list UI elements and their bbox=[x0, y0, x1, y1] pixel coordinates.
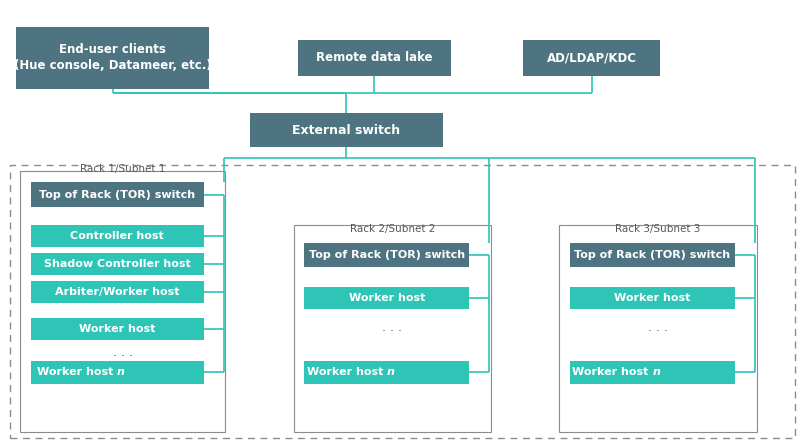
Text: Arbiter/Worker host: Arbiter/Worker host bbox=[55, 287, 180, 297]
Text: · · ·: · · · bbox=[382, 325, 402, 338]
FancyBboxPatch shape bbox=[570, 243, 735, 267]
Text: End-user clients
(Hue console, Datameer, etc.): End-user clients (Hue console, Datameer,… bbox=[14, 43, 212, 73]
FancyBboxPatch shape bbox=[31, 253, 204, 275]
FancyBboxPatch shape bbox=[570, 361, 735, 384]
FancyBboxPatch shape bbox=[31, 182, 204, 207]
Text: Controller host: Controller host bbox=[70, 231, 164, 241]
FancyBboxPatch shape bbox=[523, 40, 660, 76]
Text: External switch: External switch bbox=[292, 124, 400, 137]
Text: Worker host: Worker host bbox=[307, 368, 387, 377]
FancyBboxPatch shape bbox=[31, 361, 204, 384]
Text: Rack 3/Subnet 3: Rack 3/Subnet 3 bbox=[615, 224, 701, 234]
FancyBboxPatch shape bbox=[31, 318, 204, 340]
Text: Worker host: Worker host bbox=[349, 293, 425, 303]
Text: Worker host: Worker host bbox=[37, 368, 118, 377]
Text: Worker host: Worker host bbox=[572, 368, 652, 377]
FancyBboxPatch shape bbox=[304, 243, 469, 267]
Text: n: n bbox=[118, 368, 125, 377]
Text: Worker host: Worker host bbox=[79, 324, 155, 334]
FancyBboxPatch shape bbox=[304, 361, 469, 384]
Text: Shadow Controller host: Shadow Controller host bbox=[43, 259, 191, 269]
Text: · · ·: · · · bbox=[648, 325, 668, 338]
FancyBboxPatch shape bbox=[250, 113, 443, 147]
FancyBboxPatch shape bbox=[31, 225, 204, 247]
FancyBboxPatch shape bbox=[16, 27, 209, 89]
Text: n: n bbox=[387, 368, 394, 377]
Text: AD/LDAP/KDC: AD/LDAP/KDC bbox=[547, 51, 637, 65]
Text: Rack 1/Subnet 1: Rack 1/Subnet 1 bbox=[80, 164, 166, 174]
Text: n: n bbox=[652, 368, 660, 377]
FancyBboxPatch shape bbox=[31, 281, 204, 303]
Text: Rack 2/Subnet 2: Rack 2/Subnet 2 bbox=[349, 224, 436, 234]
Text: · · ·: · · · bbox=[113, 349, 133, 363]
FancyBboxPatch shape bbox=[304, 287, 469, 309]
FancyBboxPatch shape bbox=[298, 40, 451, 76]
Text: Top of Rack (TOR) switch: Top of Rack (TOR) switch bbox=[575, 250, 730, 260]
Text: Top of Rack (TOR) switch: Top of Rack (TOR) switch bbox=[309, 250, 464, 260]
FancyBboxPatch shape bbox=[570, 287, 735, 309]
Text: Top of Rack (TOR) switch: Top of Rack (TOR) switch bbox=[39, 190, 195, 200]
Text: Remote data lake: Remote data lake bbox=[316, 51, 432, 65]
Text: Worker host: Worker host bbox=[614, 293, 691, 303]
